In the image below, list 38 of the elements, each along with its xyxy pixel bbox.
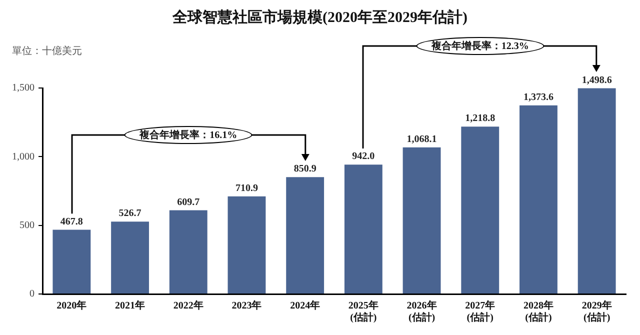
y-tick-label: 1,500 (12, 82, 34, 94)
y-axis-title: 單位：十億美元 (12, 44, 82, 58)
data-label: 467.8 (60, 216, 83, 228)
data-label: 1,218.8 (465, 113, 496, 124)
x-tick-label: 2029年 (估計) (582, 300, 612, 324)
bar (286, 177, 324, 294)
bar (461, 126, 500, 294)
bar (344, 164, 382, 294)
bar (111, 222, 149, 294)
bar (52, 230, 91, 294)
bar (169, 210, 208, 294)
data-label: 609.7 (177, 196, 200, 208)
data-label: 850.9 (294, 164, 316, 175)
x-tick-label: 2023年 (232, 300, 262, 312)
data-label: 710.9 (235, 182, 258, 194)
x-tick-label: 2028年 (估計) (523, 300, 554, 324)
data-label: 1,373.6 (523, 92, 554, 103)
y-tick-label: 500 (20, 220, 34, 231)
x-tick-label: 2022年 (173, 300, 204, 312)
text: 複合年增長率：12.3% (416, 37, 544, 56)
data-label: 1,498.6 (582, 74, 612, 86)
y-tick-label: 1,000 (12, 151, 34, 162)
data-label: 942.0 (352, 151, 375, 162)
x-tick-label: 2020年 (56, 300, 87, 312)
bar (228, 196, 266, 294)
x-tick-label: 2021年 (115, 300, 146, 312)
data-label: 1,068.1 (406, 134, 437, 145)
annotation: 複合年增長率：16.1% (124, 126, 252, 144)
x-tick-label: 2026年 (估計) (406, 300, 437, 324)
chart-title: 全球智慧社區市場規模(2020年至2029年估計) (171, 8, 468, 28)
x-tick-label: 2024年 (290, 300, 320, 312)
bar (520, 105, 558, 294)
data-label: 526.7 (118, 208, 142, 220)
y-tick-label: 0 (30, 288, 34, 300)
bar (402, 147, 441, 294)
x-tick-label: 2027年 (估計) (465, 300, 496, 324)
bar (578, 88, 616, 294)
x-tick-label: 2025年 (估計) (348, 300, 378, 324)
